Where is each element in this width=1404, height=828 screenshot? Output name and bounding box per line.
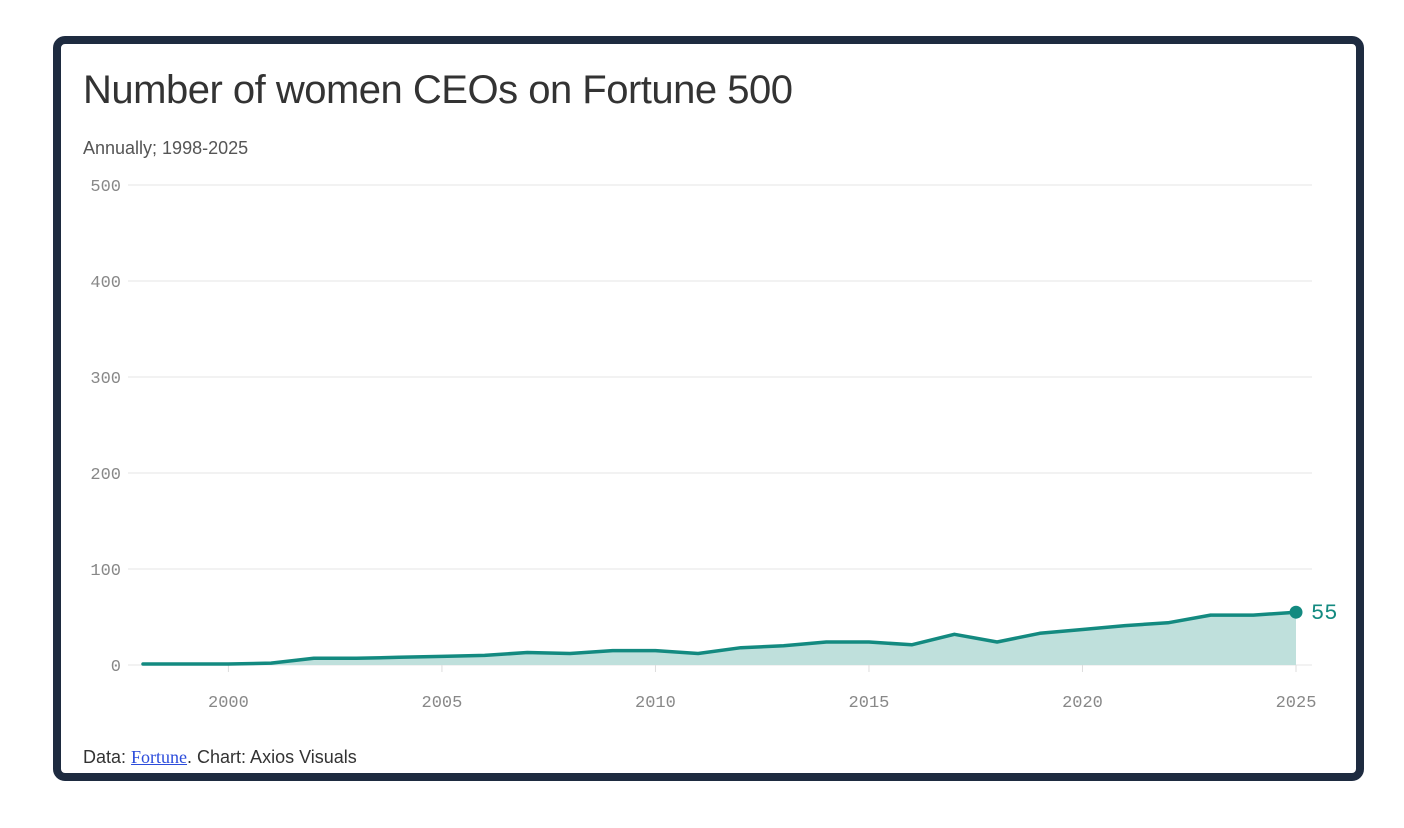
x-tick-label: 2010	[635, 694, 676, 713]
x-tick-label: 2015	[849, 694, 890, 713]
source-link[interactable]: Fortune	[131, 747, 188, 767]
y-tick-label: 200	[90, 466, 121, 485]
chart-title: Number of women CEOs on Fortune 500	[83, 68, 793, 112]
end-value-label: 55	[1311, 601, 1337, 626]
chart-footer: Data: Fortune. Chart: Axios Visuals	[83, 747, 357, 768]
area-chart: 500 400 300 200 100 0 2000 2005 2010 2015 2020 2025…	[90, 178, 1337, 713]
x-tick-label: 2000	[208, 694, 249, 713]
x-tick-label: 2005	[422, 694, 463, 713]
y-tick-label: 400	[90, 274, 121, 293]
area-fill	[143, 612, 1296, 665]
x-tick-label: 2020	[1062, 694, 1103, 713]
series-line	[141, 610, 1298, 666]
y-tick-label: 100	[90, 562, 121, 581]
y-tick-label: 0	[111, 658, 121, 677]
chart-card: Number of women CEOs on Fortune 500 Annu…	[53, 36, 1364, 781]
y-tick-label: 500	[90, 178, 121, 197]
chart-subtitle: Annually; 1998-2025	[83, 138, 249, 158]
y-tick-label: 300	[90, 370, 121, 389]
footer-suffix: . Chart: Axios Visuals	[187, 747, 357, 767]
end-point-dot	[1289, 605, 1303, 619]
footer-prefix: Data:	[83, 747, 132, 767]
x-tick-label: 2025	[1276, 694, 1317, 713]
